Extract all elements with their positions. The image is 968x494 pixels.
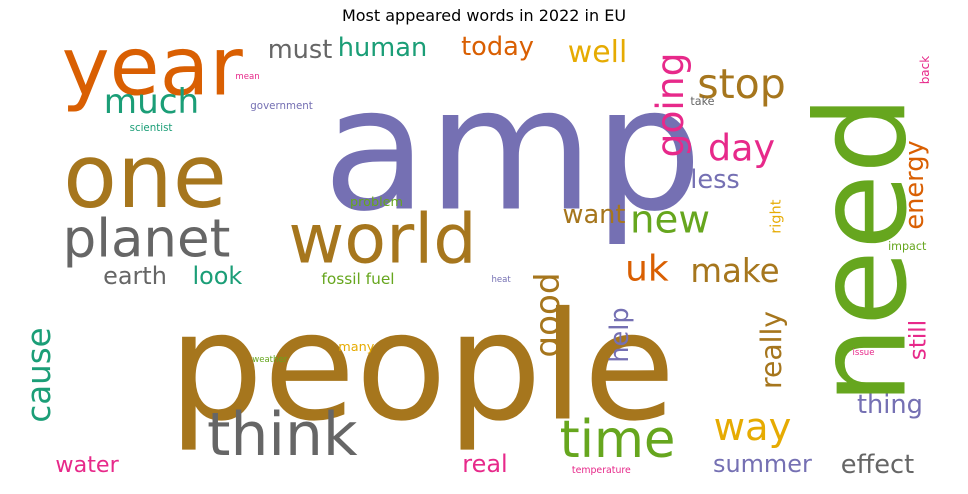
word-well: well (568, 35, 627, 70)
word-government: government (250, 100, 312, 112)
word-water: water (55, 452, 119, 478)
word-right: right (769, 199, 785, 233)
word-people: people (169, 281, 676, 455)
word-take: take (690, 95, 714, 108)
word-year: year (62, 21, 244, 115)
word-temperature: temperature (572, 465, 631, 476)
word-back: back (918, 56, 932, 85)
word-many: many (338, 340, 374, 355)
word-world: world (288, 201, 476, 280)
word-much: much (104, 82, 199, 122)
word-need: need (791, 95, 935, 405)
word-going: going (648, 52, 692, 157)
word-problem: problem (350, 195, 403, 210)
word-look: look (193, 262, 243, 290)
word-really: really (755, 311, 788, 389)
word-heat: heat (492, 275, 512, 285)
word-issue: issue (853, 348, 875, 358)
word-energy: energy (900, 140, 930, 229)
word-amp: amp (323, 51, 703, 250)
word-thing: thing (857, 390, 923, 420)
word-one: one (63, 125, 227, 228)
word-make: make (690, 252, 779, 290)
word-human: human (338, 33, 427, 63)
word-effect: effect (841, 450, 914, 480)
word-help: help (605, 307, 635, 362)
word-real: real (462, 450, 507, 478)
word-day: day (708, 127, 775, 170)
word-time: time (560, 410, 676, 470)
word-think: think (207, 400, 358, 470)
word-cloud-area (20, 30, 948, 488)
word-scientist: scientist (130, 122, 173, 134)
word-less: less (690, 165, 740, 195)
word-today: today (461, 32, 534, 62)
word-still: still (906, 320, 932, 360)
word-earth: earth (103, 262, 167, 290)
word-cause: cause (20, 327, 58, 422)
word-stop: stop (697, 60, 786, 108)
word-new: new (630, 198, 710, 243)
word-uk: uk (625, 249, 669, 290)
word-way: way (714, 405, 792, 450)
word-good: good (528, 272, 568, 357)
word-impact: impact (888, 240, 927, 253)
word-want: want (563, 200, 626, 230)
word-must: must (268, 35, 333, 65)
word-planet: planet (63, 209, 231, 270)
word-weather: weather (252, 355, 288, 365)
chart-title: Most appeared words in 2022 in EU (341, 6, 627, 25)
word-mean: mean (235, 72, 259, 82)
word-fossil-fuel: fossil fuel (321, 270, 394, 288)
word-summer: summer (713, 450, 812, 478)
